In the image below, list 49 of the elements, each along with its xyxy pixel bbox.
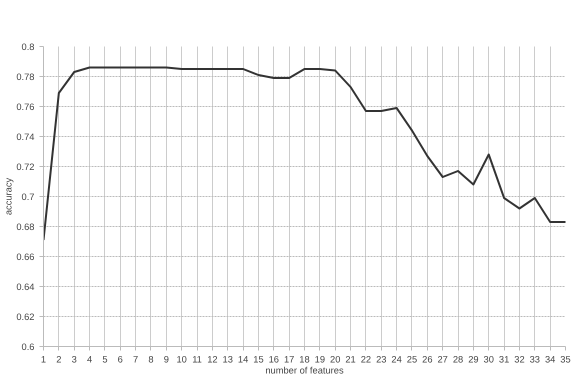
x-tick-label: 17 [284,354,294,364]
x-tick-label: 4 [86,354,92,364]
x-tick-label: 10 [176,354,187,364]
x-tick-label: 9 [164,354,169,364]
x-tick-label: 32 [514,354,525,364]
x-tick-label: 28 [452,354,464,364]
x-tick-label: 22 [360,354,372,364]
x-tick-label: 30 [484,354,494,364]
x-tick-label: 11 [192,354,202,364]
x-tick-label: 2 [56,354,62,364]
x-tick-label: 1 [40,354,46,364]
x-tick-label: 29 [468,354,479,364]
x-tick-label: 12 [207,354,218,364]
x-tick-label: 24 [391,354,402,364]
x-tick-label: 25 [406,354,418,364]
x-tick-label: 27 [437,354,448,364]
x-tick-label: 13 [222,354,233,364]
x-tick-label: 35 [560,354,571,364]
x-tick-label: 21 [345,354,356,364]
y-tick-label: 0.6 [22,342,34,352]
x-tick-label: 34 [544,354,556,364]
y-tick-label: 0.72 [16,162,34,172]
x-tick-label: 33 [530,354,540,364]
x-tick-label: 19 [314,354,326,364]
y-tick-label: 0.7 [22,192,34,202]
x-tick-label: 26 [422,354,433,364]
y-tick-label: 0.76 [16,102,34,112]
line-series [44,66,566,241]
y-tick-label: 0.66 [16,252,34,262]
x-tick-label: 31 [498,354,510,364]
y-axis-title: accuracy [3,178,14,216]
y-tick-label: 0.78 [16,72,34,82]
y-tick-label: 0.8 [22,42,34,52]
x-tick-label: 7 [133,354,138,364]
x-tick-label: 20 [330,354,340,364]
x-tick-label: 14 [238,354,248,364]
x-tick-label: 5 [102,354,108,364]
y-tick-label: 0.68 [16,222,34,232]
x-tick-label: 16 [268,354,279,364]
y-tick-label: 0.64 [16,282,34,292]
x-axis-title: number of features [265,366,344,376]
x-tick-label: 8 [148,354,154,364]
y-tick-label: 0.74 [16,132,34,142]
x-tick-label: 3 [72,354,77,364]
x-tick-label: 18 [299,354,310,364]
x-tick-label: 23 [376,354,386,364]
x-tick-label: 15 [253,354,264,364]
x-tick-label: 6 [118,354,123,364]
y-tick-label: 0.62 [16,312,34,322]
